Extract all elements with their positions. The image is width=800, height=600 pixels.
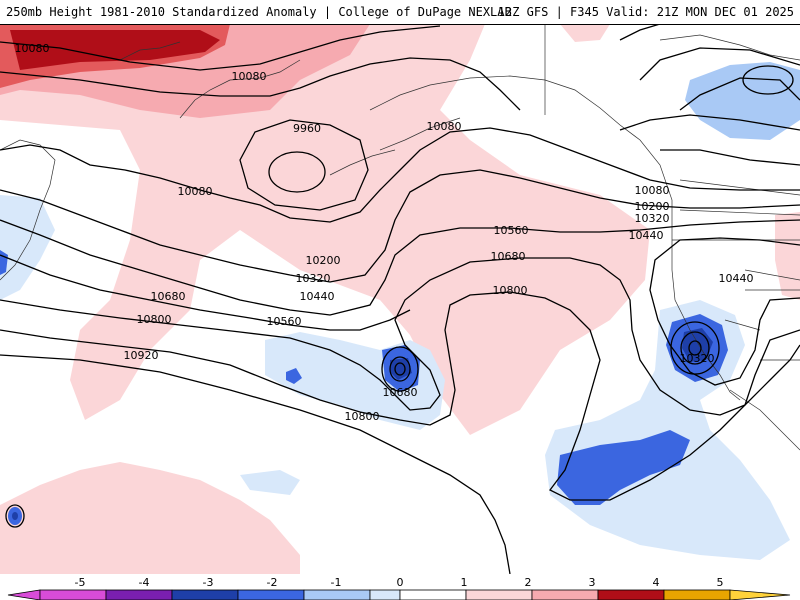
- negative-anomaly-area: [240, 470, 300, 495]
- colorbar-arrow-right: [729, 589, 791, 600]
- contour-label: 10560: [494, 224, 529, 237]
- colorbar-swatch: [237, 589, 305, 600]
- anomaly-shading: [0, 24, 800, 574]
- coastlines: [0, 24, 800, 451]
- contour-label: 10440: [629, 229, 664, 242]
- colorbar-swatch: [105, 589, 173, 600]
- contour-label: 10200: [635, 200, 670, 213]
- colorbar-swatch: [171, 589, 239, 600]
- contour-label: 10080: [178, 185, 213, 198]
- contour-label: 10800: [345, 410, 380, 423]
- contour-label: 10680: [491, 250, 526, 263]
- colorbar-tick-label: -4: [139, 576, 150, 589]
- contour-labels: 10080 10080 9960 10080 10080 10080 10200…: [15, 42, 754, 423]
- colorbar-tick-label: 3: [589, 576, 596, 589]
- contour-label: 10920: [124, 349, 159, 362]
- contour-label: 10440: [719, 272, 754, 285]
- positive-anomaly-area: [0, 24, 650, 435]
- height-contours: [0, 24, 800, 574]
- colorbar-swatch: [369, 589, 401, 600]
- colorbar-tick-label: 5: [717, 576, 724, 589]
- colorbar-tick-label: -3: [203, 576, 214, 589]
- contour-label: 10080: [635, 184, 670, 197]
- positive-anomaly-area: [10, 30, 220, 70]
- colorbar-tick-label: -5: [75, 576, 86, 589]
- negative-anomaly-area: [390, 358, 412, 380]
- contour-label: 10320: [296, 272, 331, 285]
- contour-label: 10080: [232, 70, 267, 83]
- contour-label: 10680: [151, 290, 186, 303]
- colorbar-swatch: [39, 589, 107, 600]
- contour-label: 10200: [306, 254, 341, 267]
- positive-anomaly-area: [560, 24, 610, 42]
- colorbar-swatch: [465, 589, 533, 600]
- anomaly-colorbar: -5 -4 -3 -2 -1 0 1 2 3 4 5: [0, 574, 800, 600]
- colorbar-swatch: [399, 589, 467, 600]
- contour-label: 10080: [427, 120, 462, 133]
- contour-label: 10080: [15, 42, 50, 55]
- negative-anomaly-area: [0, 195, 55, 300]
- colorbar-tick-label: -2: [267, 576, 278, 589]
- colorbar-swatch: [303, 589, 371, 600]
- contour-label: 10560: [267, 315, 302, 328]
- contour-label: 10440: [300, 290, 335, 303]
- contour-label: 9960: [293, 122, 321, 135]
- contour-label: 10320: [680, 352, 715, 365]
- colorbar-tick-label: 2: [525, 576, 532, 589]
- contour-label: 10680: [383, 386, 418, 399]
- map-header: 250mb Height 1981-2010 Standardized Anom…: [0, 0, 800, 25]
- anomaly-map: 10080 10080 9960 10080 10080 10080 10200…: [0, 24, 800, 574]
- colorbar-tick-label: 4: [653, 576, 660, 589]
- colorbar-tick-label: 0: [397, 576, 404, 589]
- colorbar-ticks: -5 -4 -3 -2 -1 0 1 2 3 4 5: [75, 576, 724, 589]
- negative-anomaly-area: [557, 430, 690, 505]
- negative-anomaly-area: [12, 512, 18, 520]
- model-valid-time: 12Z GFS | F345 Valid: 21Z MON DEC 01 202…: [497, 5, 794, 19]
- colorbar-swatches: [7, 589, 791, 600]
- positive-anomaly-area: [775, 212, 800, 300]
- colorbar-swatch: [597, 589, 665, 600]
- colorbar-tick-label: 1: [461, 576, 468, 589]
- negative-anomaly-area: [685, 62, 800, 140]
- negative-anomaly-area: [286, 368, 302, 384]
- colorbar-swatch: [531, 589, 599, 600]
- colorbar-swatch: [663, 589, 731, 600]
- contour-label: 10320: [635, 212, 670, 225]
- contour-label: 10800: [137, 313, 172, 326]
- map-title: 250mb Height 1981-2010 Standardized Anom…: [6, 5, 512, 19]
- colorbar-tick-label: -1: [331, 576, 342, 589]
- positive-anomaly-area: [0, 462, 300, 574]
- contour-label: 10800: [493, 284, 528, 297]
